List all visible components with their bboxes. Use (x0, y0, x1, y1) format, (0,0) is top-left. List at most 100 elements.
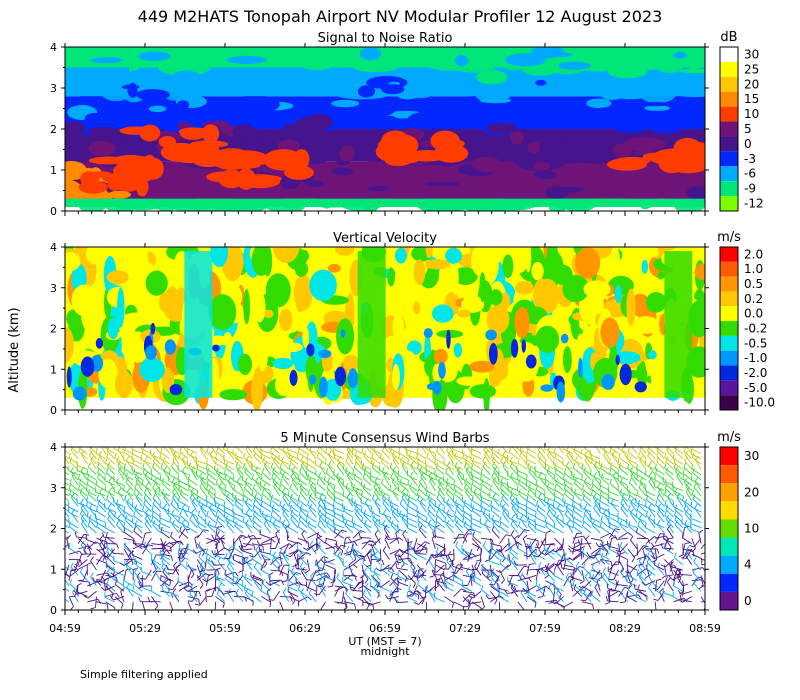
snr-cell (148, 105, 167, 113)
snr-cell (527, 141, 541, 154)
wind-barb-flag (588, 577, 594, 580)
wind-barb (282, 592, 290, 603)
wind-barb-flag (590, 489, 594, 495)
colorbar-swatch (720, 395, 738, 410)
wind-barb-flag (527, 520, 531, 526)
snr-cell (522, 173, 534, 183)
snr-cell (367, 185, 389, 192)
wind-barb-flag (316, 531, 319, 537)
wind-barb (227, 560, 235, 571)
wind-barb (336, 476, 345, 486)
wind-barb (517, 490, 528, 497)
wind-barb-flag (115, 477, 119, 483)
wind-barb-flag (615, 549, 621, 553)
wind-barb (226, 498, 235, 507)
colorbar-swatch (720, 380, 738, 396)
wind-barb (246, 512, 253, 523)
wind-barb (608, 571, 619, 576)
wind-barb (608, 522, 619, 529)
wind-barb-flag (308, 503, 313, 509)
wind-barb-flag (170, 531, 173, 537)
wind-barb (380, 564, 390, 572)
wind-barb (216, 593, 226, 603)
wind-barb-flag (269, 516, 272, 522)
wind-barb (160, 452, 171, 460)
wind-barb-flag (179, 447, 183, 452)
wind-barb-flag (278, 552, 284, 554)
wind-barb-flag (123, 506, 126, 512)
wind-barb (547, 507, 555, 518)
wind-barb (617, 479, 628, 486)
wind-barb (98, 455, 106, 465)
wind-barb (113, 491, 125, 497)
wind-barb-flag (324, 496, 326, 502)
wind-barb (215, 462, 225, 470)
wind-barb (445, 492, 455, 502)
snr-cell (177, 122, 191, 130)
wind-barb (407, 484, 418, 491)
wind-barb-flag (491, 567, 495, 573)
wind-barb-flag (636, 463, 639, 470)
wind-barb (362, 467, 372, 476)
wind-barb-flag (398, 510, 402, 516)
wind-barb (526, 585, 537, 592)
wind-barb-flag (163, 503, 168, 509)
wind-barb (132, 522, 143, 529)
wind-barb-flag (525, 501, 528, 507)
wind-barb (435, 467, 445, 476)
wind-barb (557, 565, 564, 576)
velocity-cell (298, 249, 310, 263)
wind-barb (580, 592, 592, 597)
wind-barb (298, 519, 308, 529)
colorbar-swatch (720, 106, 738, 122)
wind-barb (281, 523, 290, 534)
wind-barb (296, 567, 308, 571)
wind-barb (290, 548, 299, 558)
wind-barb-flag (461, 588, 467, 592)
wind-barb-flag (95, 448, 98, 454)
velocity-cell (139, 357, 165, 382)
wind-barb (288, 504, 299, 513)
wind-barb-flag (70, 562, 74, 568)
wind-barb (115, 503, 125, 513)
snr-cell (65, 52, 78, 64)
colorbar-label: 2.0 (744, 247, 763, 261)
wind-barb-flag (573, 567, 576, 573)
wind-barb-flag (566, 519, 571, 524)
wind-barb (645, 536, 655, 544)
wind-barb (163, 447, 171, 454)
velocity-cell (514, 307, 530, 339)
wind-barb-flag (517, 506, 519, 512)
wind-barb-flag (303, 547, 308, 551)
wind-barb (78, 559, 88, 567)
velocity-cell (150, 322, 156, 335)
wind-barb (600, 526, 610, 534)
wind-barb (145, 486, 152, 497)
wind-barb-flag (557, 548, 563, 551)
wind-barb (416, 553, 427, 560)
wind-barb (169, 521, 180, 529)
wind-barb-flag (384, 594, 389, 600)
wind-barb-flag (392, 487, 397, 493)
wind-barb (417, 515, 427, 523)
wind-barb-flag (469, 528, 475, 531)
wind-barb-flag (99, 535, 104, 540)
wind-barb (352, 530, 362, 539)
wind-barb-flag (260, 585, 263, 592)
wind-barb (342, 495, 354, 502)
wind-barb (95, 596, 97, 608)
wind-barb-flag (414, 550, 420, 553)
wind-barb-flag (637, 451, 641, 457)
wind-barb (554, 488, 564, 497)
wind-barb-flag (171, 461, 175, 467)
wind-barb (288, 580, 299, 587)
wind-barb-flag (71, 493, 75, 498)
y-tick-label: 2 (50, 123, 57, 136)
wind-barb-flag (527, 489, 530, 495)
wind-barb-flag (144, 519, 149, 525)
wind-barb-flag (555, 478, 558, 484)
wind-barb (564, 488, 574, 497)
wind-barb-flag (366, 601, 371, 606)
wind-barb-flag (344, 467, 348, 473)
wind-barb-flag (454, 499, 458, 505)
